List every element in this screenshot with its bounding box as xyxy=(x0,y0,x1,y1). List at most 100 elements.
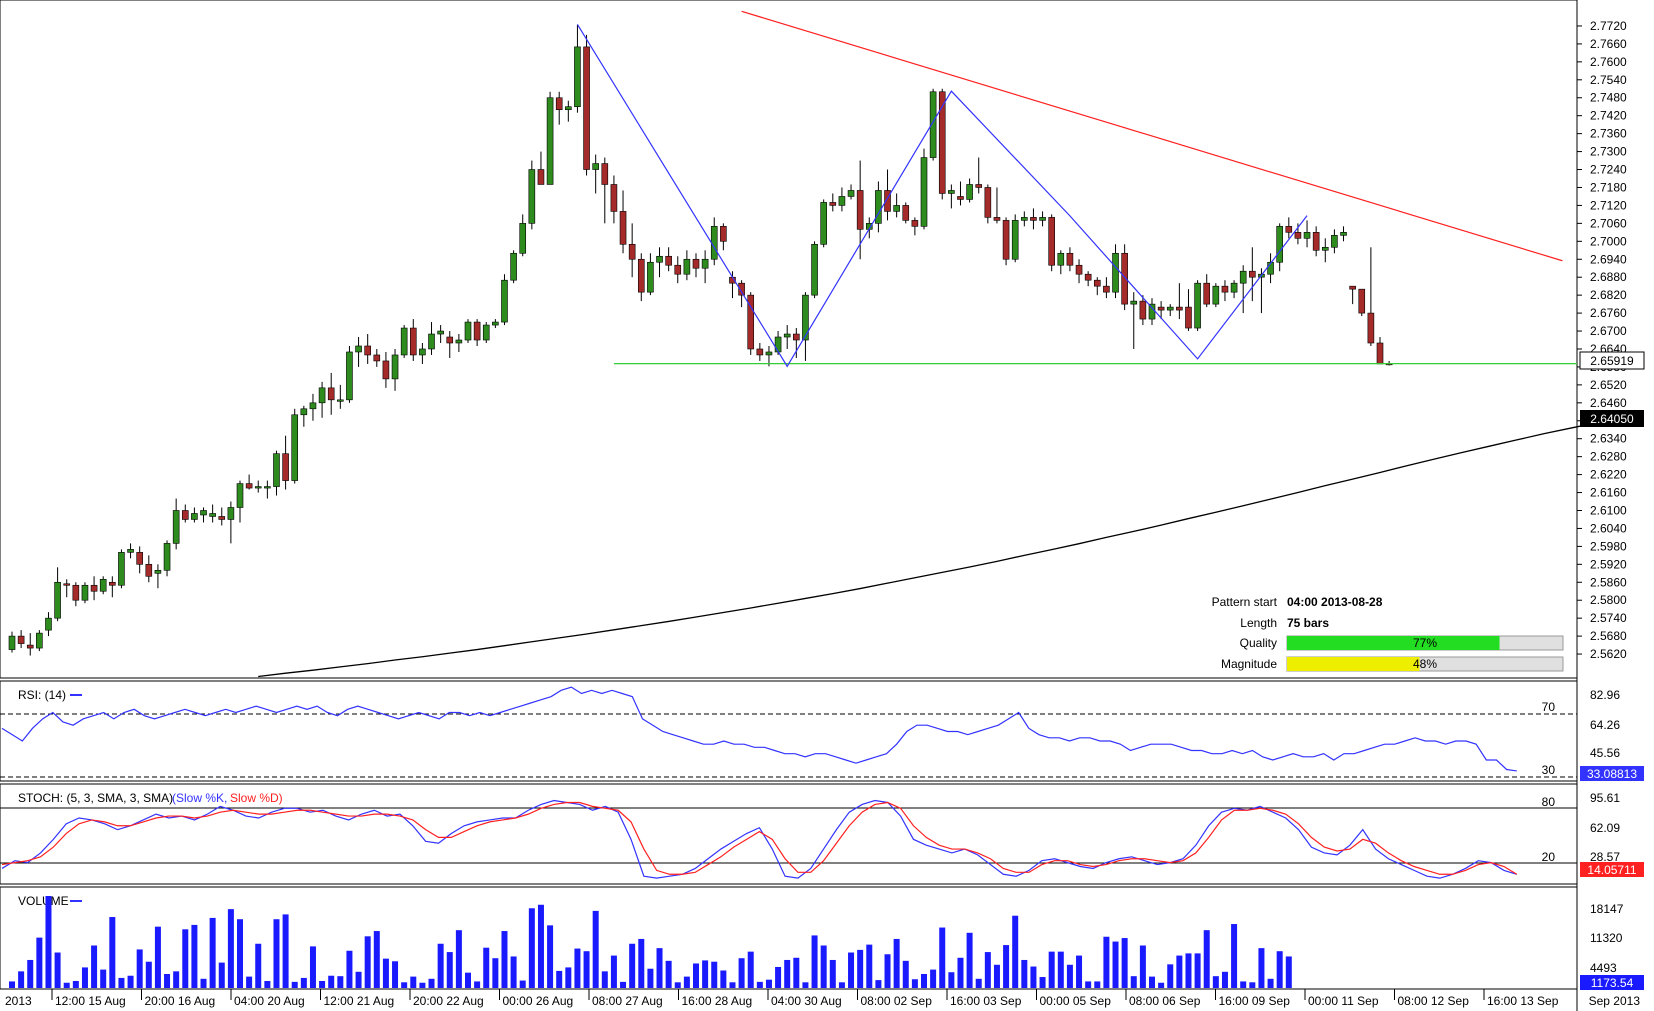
candle-body xyxy=(1039,217,1046,221)
volume-bar xyxy=(1112,941,1119,988)
volume-bar xyxy=(957,957,964,988)
volume-bar xyxy=(866,944,873,988)
price-tick-label: 2.6520 xyxy=(1590,378,1627,392)
volume-bar xyxy=(1057,951,1064,988)
volume-bar xyxy=(382,958,389,988)
time-label: 08:00 12 Sep xyxy=(1398,994,1470,1008)
candle-body xyxy=(893,205,900,212)
candle-body xyxy=(920,157,928,227)
volume-tick-2: 11320 xyxy=(1590,931,1623,945)
candle-body xyxy=(1358,288,1366,314)
volume-bar xyxy=(893,938,900,988)
stoch-value-label: 14.05711 xyxy=(1587,863,1636,877)
candle-body xyxy=(619,211,627,245)
candle-body xyxy=(127,549,134,553)
volume-bar xyxy=(1176,955,1183,988)
candle-body xyxy=(692,258,700,269)
candle-body xyxy=(81,584,89,601)
volume-bar xyxy=(255,943,262,988)
candle-body xyxy=(528,169,536,224)
volume-value-label: 1173.54 xyxy=(1591,976,1634,990)
candle-body xyxy=(984,187,992,218)
candle-body xyxy=(1376,342,1384,365)
candle-body xyxy=(738,282,745,296)
candle-body xyxy=(181,510,189,520)
volume-bar xyxy=(565,967,572,988)
volume-bar xyxy=(574,948,581,988)
rsi-value-label: 33.08813 xyxy=(1587,767,1637,781)
volume-bar xyxy=(145,961,152,988)
candle-body xyxy=(783,333,791,338)
volume-bar xyxy=(884,954,891,988)
stoch-d-series xyxy=(1,801,1518,875)
rsi-tick-1: 82.96 xyxy=(1590,688,1620,702)
candle-body xyxy=(519,223,527,254)
volume-bar xyxy=(857,949,864,988)
pattern-overlay xyxy=(576,10,1577,368)
candle-body xyxy=(1057,252,1065,266)
volume-bars xyxy=(9,896,1292,988)
volume-bar xyxy=(601,971,608,988)
volume-bar xyxy=(784,959,791,988)
volume-bar xyxy=(1231,924,1238,988)
candle-body xyxy=(765,351,773,356)
volume-bar xyxy=(702,960,709,988)
candle-body xyxy=(929,91,937,158)
volume-bar xyxy=(218,962,225,988)
candle-body xyxy=(209,513,216,517)
volume-bar xyxy=(674,982,681,988)
candle-body xyxy=(1249,270,1256,278)
price-tick-label: 2.6220 xyxy=(1590,468,1627,482)
candle-body xyxy=(902,205,910,221)
candle-body xyxy=(1239,270,1247,284)
volume-bar xyxy=(1249,982,1256,988)
candle-body xyxy=(710,226,718,260)
volume-bar xyxy=(1139,945,1146,988)
volume-bar xyxy=(620,981,627,988)
volume-bar xyxy=(200,978,207,988)
candle-body xyxy=(99,578,107,592)
candle-body xyxy=(647,261,654,293)
candle-body xyxy=(574,46,581,108)
candle-body xyxy=(464,321,472,341)
volume-bar xyxy=(428,978,435,988)
price-tick-label: 2.7240 xyxy=(1590,163,1627,177)
volume-panel: VOLUME 18147 11320 4493 1173.54 xyxy=(0,886,1644,990)
time-label: 12:00 21 Aug xyxy=(324,994,395,1008)
volume-bar xyxy=(729,982,736,988)
candle-body xyxy=(856,190,864,230)
candle-body xyxy=(1002,220,1010,260)
volume-bar xyxy=(328,975,335,988)
volume-bar xyxy=(1285,956,1292,988)
stoch-panel: STOCH: (5, 3, SMA, 3, SMA) (Slow %K, Slo… xyxy=(0,783,1644,885)
time-label: 00:00 26 Aug xyxy=(503,994,574,1008)
candle-body xyxy=(236,483,244,508)
candle-body xyxy=(701,258,709,269)
current-price-label: 2.65919 xyxy=(1590,354,1634,368)
candle-body xyxy=(1212,285,1220,305)
volume-bar xyxy=(27,959,34,988)
candle-body xyxy=(665,255,672,266)
price-tick-label: 2.6280 xyxy=(1590,450,1627,464)
volume-bar xyxy=(1203,930,1210,988)
candle-body xyxy=(1194,282,1201,329)
price-tick-label: 2.7360 xyxy=(1590,127,1627,141)
ma-200-line xyxy=(258,418,1627,678)
candle-body xyxy=(510,252,517,281)
candle-body xyxy=(1367,312,1375,344)
volume-bar xyxy=(875,980,882,988)
rsi-panel: RSI: (14) 70 30 82.96 64.26 45.56 33.088… xyxy=(0,680,1644,782)
volume-bar xyxy=(18,971,25,988)
candle-body xyxy=(1030,217,1037,221)
candle-body xyxy=(291,414,299,481)
volume-bar xyxy=(519,980,526,988)
candle-body xyxy=(747,294,755,350)
volume-bar xyxy=(820,945,827,988)
candle-body xyxy=(154,570,162,574)
volume-bar xyxy=(1212,976,1219,988)
time-label: 2013 xyxy=(5,994,32,1008)
quality-bar-fill xyxy=(1287,636,1500,650)
price-tick-label: 2.6100 xyxy=(1590,503,1627,517)
price-tick-label: 2.7060 xyxy=(1590,216,1627,230)
